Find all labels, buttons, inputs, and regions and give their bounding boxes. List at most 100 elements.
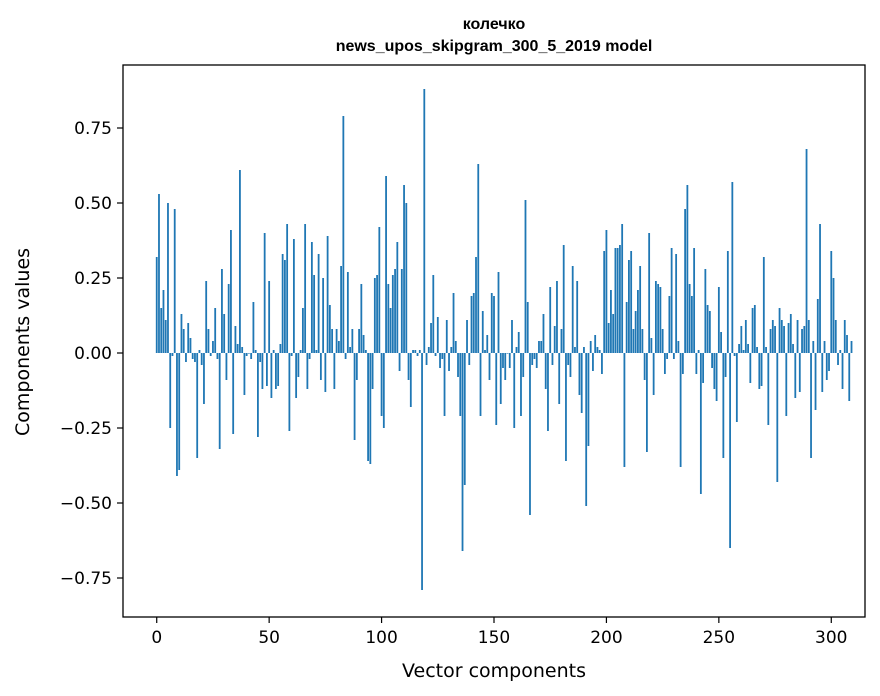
bar-component-134 bbox=[457, 353, 459, 377]
bar-component-163 bbox=[522, 353, 525, 377]
bar-component-29 bbox=[221, 269, 223, 353]
bar-component-84 bbox=[344, 353, 347, 359]
chart-subtitle: news_upos_skipgram_300_5_2019 model bbox=[336, 38, 653, 55]
bar-component-248 bbox=[713, 353, 716, 389]
bar-component-116 bbox=[416, 353, 419, 356]
bar-component-56 bbox=[281, 254, 284, 353]
bar-component-177 bbox=[553, 326, 556, 353]
bar-component-247 bbox=[711, 353, 713, 368]
bar-component-243 bbox=[702, 353, 705, 383]
bar-component-187 bbox=[576, 281, 579, 353]
bar-component-138 bbox=[466, 320, 468, 353]
bar-component-264 bbox=[749, 353, 752, 383]
bar-component-146 bbox=[484, 350, 486, 353]
bar-component-188 bbox=[578, 353, 581, 395]
bar-component-26 bbox=[214, 308, 217, 353]
bar-component-63 bbox=[297, 353, 300, 377]
bar-component-91 bbox=[360, 284, 363, 353]
bar-component-290 bbox=[807, 320, 810, 353]
bar-component-40 bbox=[245, 353, 248, 356]
bar-component-296 bbox=[821, 353, 824, 392]
bar-component-108 bbox=[398, 353, 401, 371]
bar-component-267 bbox=[756, 347, 758, 353]
bar-component-180 bbox=[560, 329, 563, 353]
bar-component-297 bbox=[823, 341, 826, 353]
bar-component-194 bbox=[592, 353, 594, 371]
bar-component-14 bbox=[187, 323, 190, 353]
bar-component-129 bbox=[445, 320, 448, 353]
bar-component-88 bbox=[353, 353, 356, 440]
bar-component-284 bbox=[794, 353, 797, 398]
bar-component-96 bbox=[371, 353, 374, 389]
bar-component-251 bbox=[720, 332, 722, 353]
bar-component-183 bbox=[567, 353, 570, 365]
bar-component-235 bbox=[684, 209, 687, 353]
y-tick-label: 0.00 bbox=[74, 344, 112, 364]
bar-component-98 bbox=[376, 275, 378, 353]
bar-component-137 bbox=[463, 353, 466, 485]
bar-component-41 bbox=[248, 353, 250, 354]
bar-component-203 bbox=[612, 314, 615, 353]
bar-component-117 bbox=[418, 350, 421, 353]
bar-component-54 bbox=[277, 353, 280, 386]
bar-component-201 bbox=[607, 323, 610, 353]
bar-component-136 bbox=[461, 353, 464, 551]
bar-component-193 bbox=[589, 341, 592, 353]
bar-component-304 bbox=[839, 350, 842, 353]
bar-component-52 bbox=[272, 350, 275, 353]
bar-component-141 bbox=[472, 293, 475, 353]
bar-component-215 bbox=[639, 266, 642, 353]
bar-component-233 bbox=[679, 353, 682, 467]
bar-component-42 bbox=[250, 353, 253, 359]
bar-component-186 bbox=[574, 347, 576, 353]
bar-component-126 bbox=[439, 353, 441, 368]
bar-component-10 bbox=[178, 353, 181, 470]
bar-component-254 bbox=[726, 251, 729, 353]
bar-component-16 bbox=[191, 353, 194, 359]
bar-component-206 bbox=[619, 245, 621, 353]
bar-component-62 bbox=[295, 353, 298, 398]
bar-component-173 bbox=[544, 353, 547, 389]
bar-component-143 bbox=[477, 164, 480, 353]
bar-component-83 bbox=[342, 116, 345, 353]
bar-component-259 bbox=[738, 344, 740, 353]
bar-component-306 bbox=[843, 320, 846, 353]
bar-component-277 bbox=[778, 308, 781, 353]
bar-component-111 bbox=[405, 203, 408, 353]
bar-component-95 bbox=[369, 353, 372, 464]
bar-component-292 bbox=[812, 341, 815, 353]
bar-component-212 bbox=[632, 329, 635, 353]
bar-component-182 bbox=[565, 353, 567, 461]
x-axis-label: Vector components bbox=[402, 660, 586, 682]
bar-component-295 bbox=[819, 224, 821, 353]
bar-component-242 bbox=[699, 353, 702, 494]
bar-component-308 bbox=[848, 353, 851, 401]
bar-component-37 bbox=[239, 170, 241, 353]
x-axis-ticks: 0 50 100 150 200 250 300 bbox=[151, 617, 847, 648]
bar-component-286 bbox=[798, 353, 801, 392]
bar-component-236 bbox=[686, 185, 689, 353]
bar-component-244 bbox=[704, 269, 707, 353]
bar-component-307 bbox=[846, 335, 848, 353]
bar-component-261 bbox=[742, 350, 745, 353]
bar-component-204 bbox=[614, 248, 617, 353]
bar-component-153 bbox=[499, 353, 502, 404]
bar-component-174 bbox=[547, 353, 549, 431]
bar-component-150 bbox=[493, 296, 495, 353]
y-tick-label: 0.75 bbox=[74, 119, 112, 139]
bar-component-55 bbox=[279, 344, 282, 353]
bar-component-6 bbox=[169, 353, 172, 428]
bar-component-78 bbox=[331, 329, 334, 353]
bar-component-131 bbox=[450, 347, 453, 353]
bar-component-23 bbox=[207, 329, 210, 353]
x-tick-label: 150 bbox=[478, 628, 510, 648]
bar-component-200 bbox=[605, 230, 608, 353]
bar-component-156 bbox=[506, 353, 509, 354]
bar-component-25 bbox=[212, 341, 214, 353]
bar-component-122 bbox=[430, 323, 432, 353]
bar-component-147 bbox=[486, 335, 489, 353]
bar-component-66 bbox=[304, 224, 307, 353]
bar-component-234 bbox=[681, 353, 684, 374]
bar-component-196 bbox=[596, 347, 599, 353]
bar-component-44 bbox=[254, 350, 257, 353]
